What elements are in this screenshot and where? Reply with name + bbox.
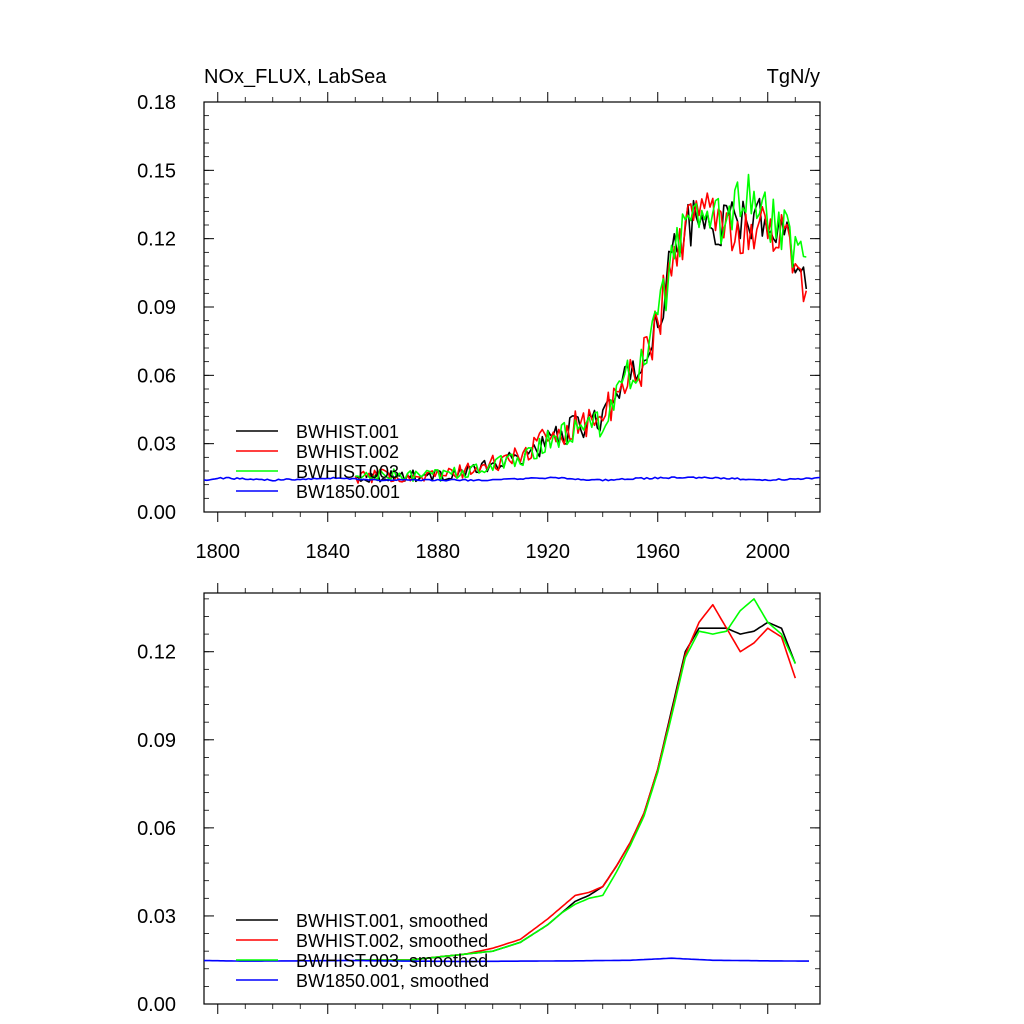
bottom-panel: 0.00 0.03 0.06 0.09 0.12 BWHIST.001, smoothe…	[137, 583, 821, 1016]
top-series-line-bwhist-002	[354, 192, 808, 484]
top-y-tick-label: 0.15	[137, 160, 176, 182]
top-series-group	[203, 173, 821, 484]
top-x-tick-label: 2000	[746, 541, 791, 563]
top-series-line-bwhist-003	[355, 173, 807, 483]
bottom-y-tick-label: 0.12	[137, 642, 176, 664]
chart-title-left: NOx_FLUX, LabSea	[204, 66, 387, 88]
bottom-y-tick-label: 0.00	[137, 994, 176, 1016]
bottom-legend-label-bwhist-001-smoothed: BWHIST.001, smoothed	[296, 911, 488, 931]
bottom-y-tick-label: 0.06	[137, 818, 176, 840]
top-series-line-bw1850-001	[203, 476, 821, 482]
chart-title-right: TgN/y	[767, 66, 820, 88]
bottom-panel-frame	[203, 592, 821, 1005]
top-y-tick-label: 0.18	[137, 92, 176, 114]
top-legend-label-bwhist-003: BWHIST.003	[296, 462, 399, 482]
bottom-y-tick-label: 0.09	[137, 730, 176, 752]
bottom-legend-label-bwhist-003-smoothed: BWHIST.003, smoothed	[296, 951, 488, 971]
top-x-tick-label: 1960	[636, 541, 681, 563]
bottom-series-line-bwhist-002-smoothed	[355, 603, 797, 961]
top-legend-label-bw1850-001: BW1850.001	[296, 482, 400, 502]
top-y-tick-label: 0.12	[137, 229, 176, 251]
bottom-legend-label-bw1850-001-smoothed: BW1850.001, smoothed	[296, 971, 489, 991]
bottom-series-line-bwhist-003-smoothed	[355, 598, 797, 961]
top-x-tick-label: 1800	[196, 541, 241, 563]
bottom-series-line-bw1850-001-smoothed	[204, 957, 809, 963]
top-y-tick-label: 0.03	[137, 434, 176, 456]
bottom-axes-group: 0.00 0.03 0.06 0.09 0.12	[137, 583, 820, 1016]
top-axes-group: 0.00 0.03 0.06 0.09 0.12 0.15 0.18 1800 1840 1880…	[137, 92, 820, 563]
top-y-tick-label: 0.00	[137, 502, 176, 524]
top-legend-label-bwhist-002: BWHIST.002	[296, 442, 399, 462]
bottom-series-group	[204, 598, 809, 963]
top-y-tick-label: 0.06	[137, 365, 176, 387]
top-panel: 0.00 0.03 0.06 0.09 0.12 0.15 0.18 1800 1840 1880…	[137, 92, 821, 563]
top-x-tick-label: 1880	[416, 541, 461, 563]
bottom-legend-label-bwhist-002-smoothed: BWHIST.002, smoothed	[296, 931, 488, 951]
bottom-series-line-bwhist-001-smoothed	[355, 621, 797, 961]
top-y-tick-label: 0.09	[137, 297, 176, 319]
top-series-line-bwhist-001	[355, 197, 808, 483]
top-x-tick-label: 1840	[306, 541, 351, 563]
bottom-y-tick-label: 0.03	[137, 906, 176, 928]
top-legend-label-bwhist-001: BWHIST.001	[296, 422, 399, 442]
top-x-tick-label: 1920	[526, 541, 571, 563]
